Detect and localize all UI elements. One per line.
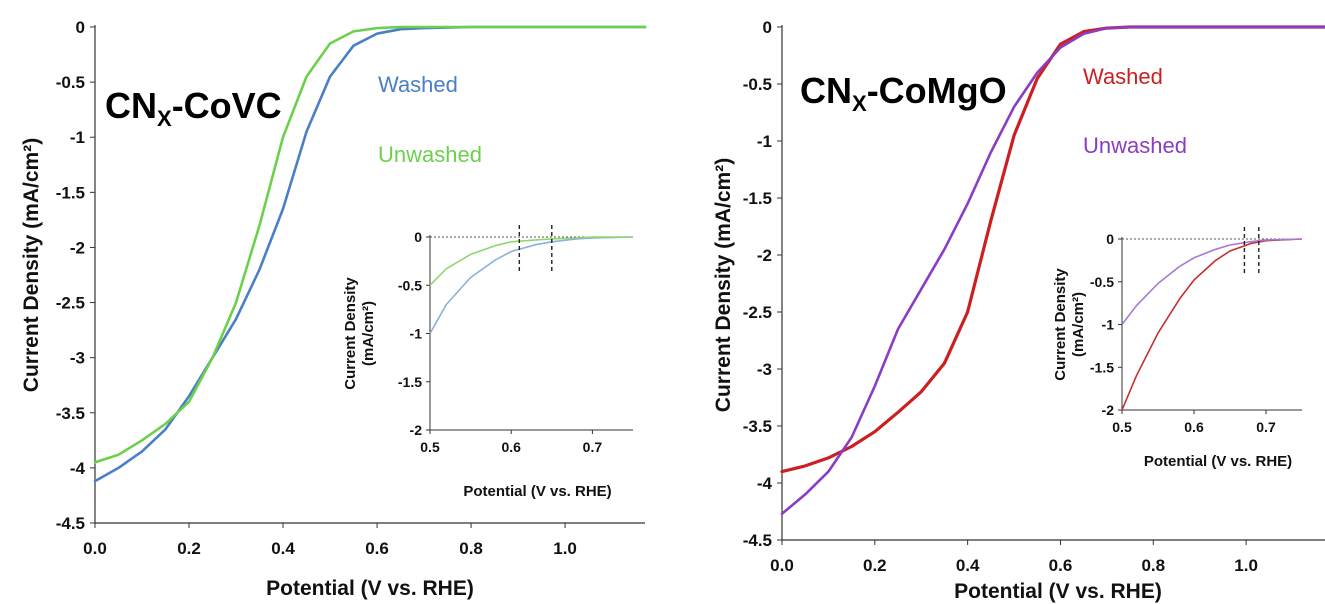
inset-x-axis-label: Potential (V vs. RHE) bbox=[1144, 453, 1292, 470]
y-tick-label: -1 bbox=[70, 128, 85, 147]
title-subscript: X bbox=[157, 106, 172, 131]
inset-y-tick-label: -2 bbox=[1102, 402, 1115, 418]
y-tick-label: -2.5 bbox=[56, 294, 85, 313]
y-tick-label: -4 bbox=[70, 459, 86, 478]
y-tick-label: -2.5 bbox=[743, 303, 772, 322]
inset-y-axis-label-line2: (mA/cm²) bbox=[1070, 292, 1087, 357]
x-tick-label: 0.0 bbox=[83, 539, 107, 558]
x-tick-label: 0.8 bbox=[459, 539, 483, 558]
inset-y-tick-label: -1 bbox=[1102, 317, 1115, 333]
y-tick-label: 0 bbox=[76, 18, 85, 37]
inset-x-tick-label: 0.7 bbox=[1256, 419, 1276, 435]
x-axis-label: Potential (V vs. RHE) bbox=[266, 577, 474, 600]
inset-y-tick-label: -1 bbox=[410, 326, 423, 342]
x-tick-label: 0.4 bbox=[956, 556, 980, 575]
inset-chart: 0 -0.5 -1 -1.5 -20.5 0.6 0.7 Potential (V vs. R… bbox=[1052, 227, 1303, 470]
inset-series-line-washed bbox=[429, 236, 634, 334]
y-tick-label: -3.5 bbox=[743, 417, 772, 436]
legend-label-unwashed: Unwashed bbox=[1083, 133, 1187, 158]
chart-title: CNX-CoVC bbox=[105, 85, 282, 131]
x-tick-label: 0.6 bbox=[1049, 556, 1073, 575]
title-main: CN bbox=[800, 70, 852, 111]
chart-panel-covc: 0 -0.5 -1 -1.5 -2 -2.5 -3 -3.5 -4 -4.5 0.0 0.2 0.4 0.… bbox=[20, 18, 647, 600]
inset-series-line-washed bbox=[1121, 238, 1303, 411]
inset-series-line-unwashed bbox=[429, 236, 633, 286]
y-tick-label: -2 bbox=[70, 238, 85, 257]
x-axis-label: Potential (V vs. RHE) bbox=[954, 580, 1162, 603]
y-tick-label: -0.5 bbox=[743, 75, 772, 94]
y-tick-label: -4 bbox=[757, 474, 773, 493]
x-tick-label: 1.0 bbox=[553, 539, 577, 558]
legend-label-washed: Washed bbox=[1083, 64, 1163, 89]
legend-label-unwashed: Unwashed bbox=[378, 142, 482, 167]
inset-y-tick-label: 0 bbox=[1106, 231, 1114, 247]
x-tick-label: 0.2 bbox=[863, 556, 887, 575]
inset-x-tick-label: 0.6 bbox=[501, 439, 521, 455]
x-tick-label: 0.8 bbox=[1141, 556, 1165, 575]
x-tick-label: 0.6 bbox=[365, 539, 389, 558]
series-line-unwashed bbox=[780, 25, 1325, 516]
y-tick-label: -0.5 bbox=[56, 73, 85, 92]
inset-series-line-unwashed bbox=[1121, 238, 1303, 325]
inset-y-tick-label: -1.5 bbox=[398, 374, 422, 390]
inset-x-tick-label: 0.5 bbox=[420, 439, 440, 455]
x-tick-label: 0.4 bbox=[271, 539, 295, 558]
inset-x-tick-label: 0.7 bbox=[583, 439, 603, 455]
inset-chart: 0 -0.5 -1 -1.5 -20.5 0.6 0.7 Potential (V vs. R… bbox=[342, 225, 634, 500]
series-line-unwashed bbox=[93, 25, 647, 464]
inset-y-tick-label: -1.5 bbox=[1090, 359, 1114, 375]
y-tick-label: 0 bbox=[763, 18, 772, 37]
chart-title: CNX-CoMgO bbox=[800, 70, 1007, 116]
y-tick-label: -3 bbox=[757, 360, 772, 379]
title-main: CN bbox=[105, 85, 157, 126]
inset-y-tick-label: 0 bbox=[414, 229, 422, 245]
inset-y-axis-label-line1: Current Density bbox=[342, 277, 359, 390]
y-tick-label: -4.5 bbox=[56, 514, 85, 533]
title-subscript: X bbox=[852, 91, 867, 116]
title-rest: -CoVC bbox=[172, 85, 282, 126]
chart-panel-comgo: 0 -0.5 -1 -1.5 -2 -2.5 -3 -3.5 -4 -4.5 0.0 0.2 0.4 0.… bbox=[712, 18, 1325, 603]
inset-x-tick-label: 0.5 bbox=[1112, 419, 1132, 435]
title-rest: -CoMgO bbox=[867, 70, 1007, 111]
inset-y-axis-label-line1: Current Density bbox=[1052, 268, 1069, 381]
inset-y-axis-label-line2: (mA/cm²) bbox=[360, 301, 377, 366]
y-tick-label: -1.5 bbox=[56, 183, 85, 202]
y-tick-label: -4.5 bbox=[743, 531, 772, 550]
legend-label-washed: Washed bbox=[378, 72, 458, 97]
x-tick-label: 0.2 bbox=[177, 539, 201, 558]
inset-y-tick-label: -0.5 bbox=[1090, 274, 1114, 290]
y-tick-label: -1.5 bbox=[743, 189, 772, 208]
x-tick-label: 0.0 bbox=[770, 556, 794, 575]
y-axis-label: Current Density (mA/cm²) bbox=[20, 138, 43, 392]
y-axis-label: Current Density (mA/cm²) bbox=[712, 158, 735, 412]
inset-x-axis-label: Potential (V vs. RHE) bbox=[463, 483, 611, 500]
inset-y-tick-label: -2 bbox=[410, 422, 423, 438]
x-tick-label: 1.0 bbox=[1234, 556, 1258, 575]
y-tick-label: -3 bbox=[70, 349, 85, 368]
inset-x-tick-label: 0.6 bbox=[1184, 419, 1204, 435]
y-tick-label: -3.5 bbox=[56, 404, 85, 423]
y-tick-label: -2 bbox=[757, 246, 772, 265]
inset-y-tick-label: -0.5 bbox=[398, 277, 422, 293]
y-tick-label: -1 bbox=[757, 132, 772, 151]
